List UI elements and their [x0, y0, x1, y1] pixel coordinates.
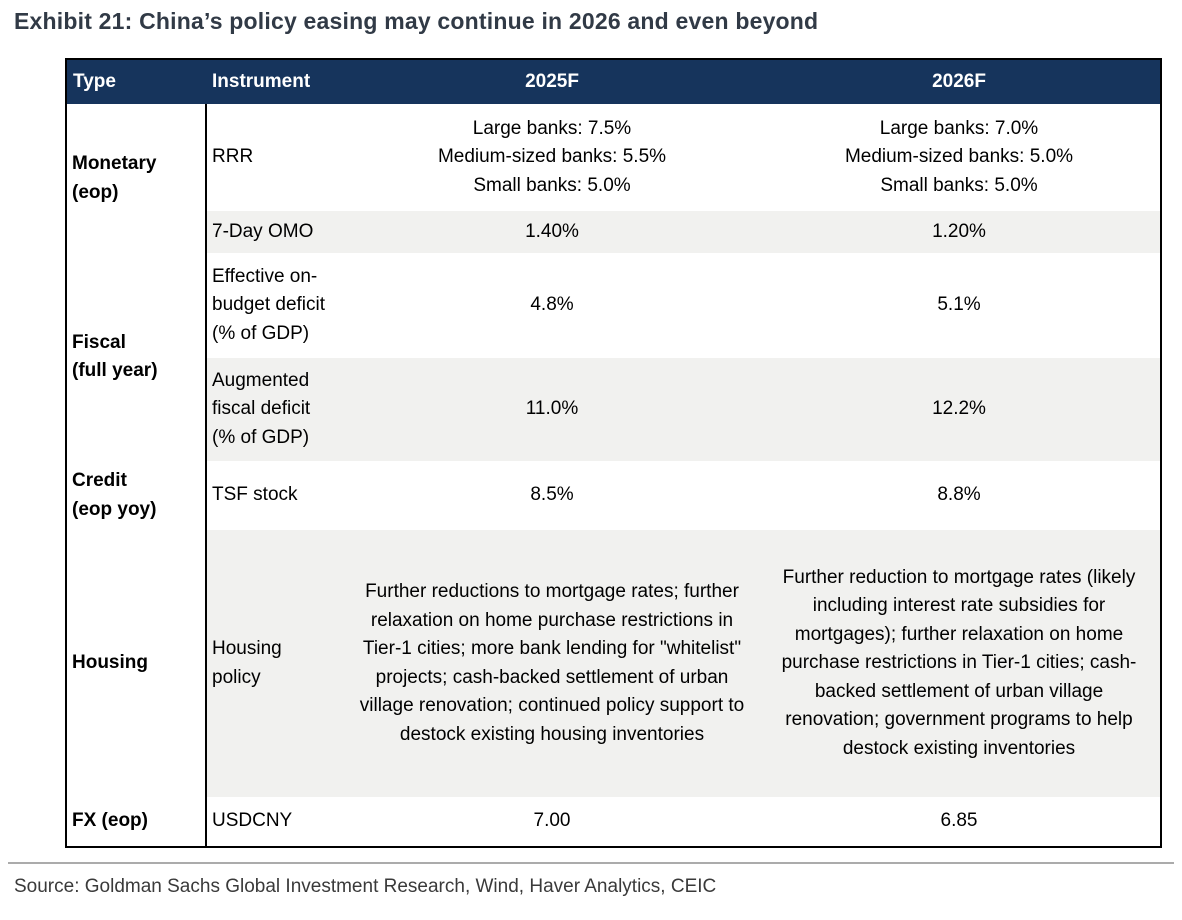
value-cell-tsf-2026f: 8.8%: [937, 484, 981, 506]
type-cell-fiscal: Fiscal (full year): [66, 253, 207, 461]
header-row: Type Instrument 2025F 2026F: [66, 59, 1161, 104]
value-cell-omo-2026f: 1.20%: [758, 211, 1161, 253]
type-cell-fx: FX (eop): [66, 797, 207, 847]
value-cell-rrr-2026f: Large banks: 7.0% Medium-sized banks: 5.…: [844, 117, 1074, 196]
table-row: Fiscal (full year) Effective on- budget …: [66, 253, 1161, 461]
table-row: FX (eop) USDCNY 7.00 6.85: [66, 797, 1161, 847]
row-group-credit: Credit (eop yoy) TSF stock 8.5% 8.8%: [66, 461, 1161, 530]
source-note: Source: Goldman Sachs Global Investment …: [14, 876, 717, 897]
instrument-cell-augmented-deficit: Augmented fiscal deficit (% of GDP): [206, 358, 346, 461]
instrument-cell-usdcny: USDCNY: [212, 810, 293, 832]
table-row: Augmented fiscal deficit (% of GDP) 11.0…: [66, 358, 1161, 461]
value-cell-housing-2026f: Further reduction to mortgage rates (lik…: [758, 530, 1161, 797]
value-cell-usdcny-2026f: 6.85: [940, 810, 978, 832]
table-row: Credit (eop yoy) TSF stock 8.5% 8.8%: [66, 461, 1161, 530]
value-cell-omo-2025f: 1.40%: [346, 211, 758, 253]
row-group-monetary: Monetary (eop) RRR Large banks: 7.5% Med…: [66, 104, 1161, 253]
type-cell-monetary: Monetary (eop): [66, 104, 207, 253]
row-group-fiscal: Fiscal (full year) Effective on- budget …: [66, 253, 1161, 461]
exhibit-title: Exhibit 21: China’s policy easing may co…: [14, 8, 819, 34]
col-header-2025f: 2025F: [346, 59, 758, 104]
value-cell-augmented-2026f: 12.2%: [758, 358, 1161, 461]
table-row: Monetary (eop) RRR Large banks: 7.5% Med…: [66, 104, 1161, 253]
value-cell-tsf-2025f: 8.5%: [530, 484, 574, 506]
table-row: 7-Day OMO 1.40% 1.20%: [66, 211, 1161, 253]
row-group-fx: FX (eop) USDCNY 7.00 6.85: [66, 797, 1161, 847]
value-cell-housing-2025f: Further reductions to mortgage rates; fu…: [346, 530, 758, 797]
instrument-cell-effective-deficit: Effective on- budget deficit (% of GDP): [212, 265, 326, 344]
col-header-instrument: Instrument: [206, 59, 346, 104]
instrument-cell-rrr: RRR: [212, 146, 254, 168]
type-cell-housing: Housing: [66, 530, 207, 797]
instrument-cell-7day-omo: 7-Day OMO: [206, 211, 346, 253]
table-row: Housing Housing policy Further reduction…: [66, 530, 1161, 797]
value-cell-usdcny-2025f: 7.00: [533, 810, 571, 832]
type-cell-credit: Credit (eop yoy): [66, 461, 207, 530]
policy-table: Type Instrument 2025F 2026F Monetary (eo…: [65, 58, 1162, 848]
source-divider: [8, 862, 1174, 864]
value-cell-effective-2025f: 4.8%: [530, 294, 574, 316]
instrument-cell-housing-policy: Housing policy: [206, 530, 346, 797]
col-header-2026f: 2026F: [758, 59, 1161, 104]
row-group-housing: Housing Housing policy Further reduction…: [66, 530, 1161, 797]
col-header-type: Type: [66, 59, 206, 104]
value-cell-augmented-2025f: 11.0%: [346, 358, 758, 461]
value-cell-rrr-2025f: Large banks: 7.5% Medium-sized banks: 5.…: [437, 117, 667, 196]
value-cell-effective-2026f: 5.1%: [937, 294, 981, 316]
instrument-cell-tsf-stock: TSF stock: [212, 484, 298, 506]
